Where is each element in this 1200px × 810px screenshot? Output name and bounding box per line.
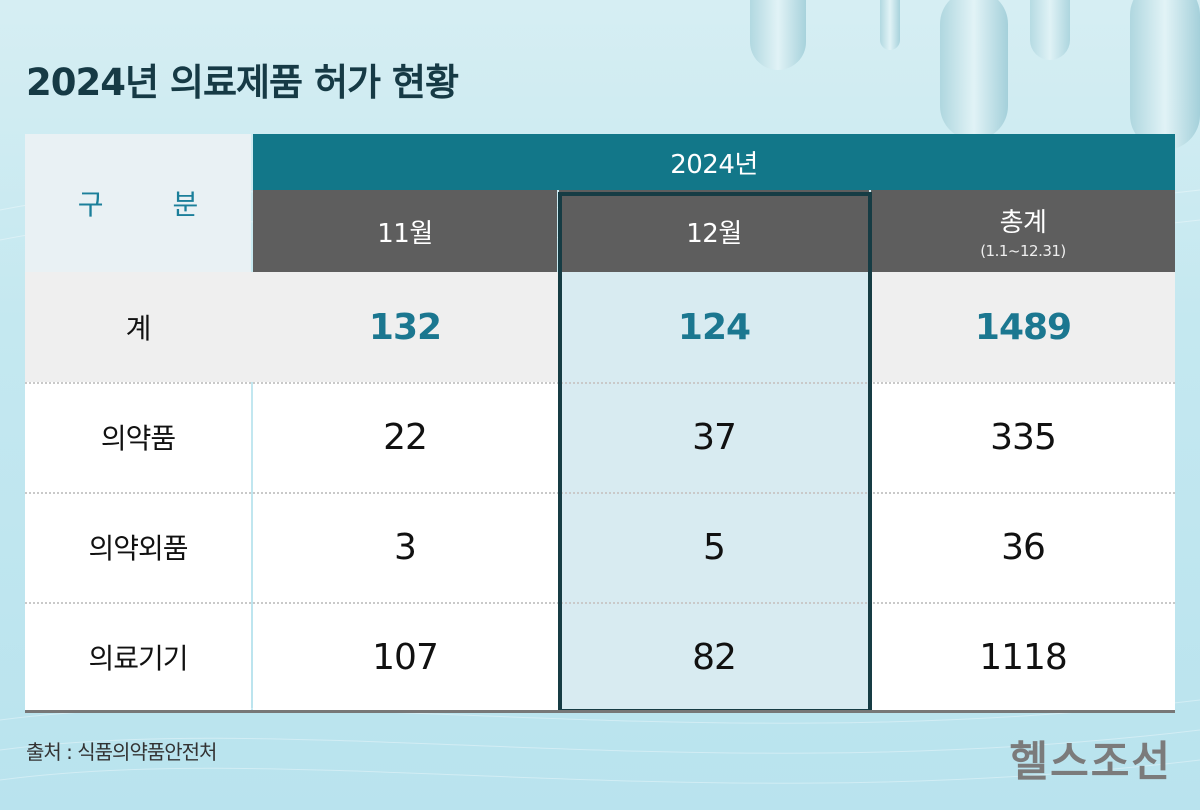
permit-table: 구 분 2024년 11월 12월 총계 (1.1~12.31) 계 132 1… <box>25 134 1175 713</box>
cell-total-sum: 1489 <box>974 306 1072 348</box>
cell-devices-sum: 1118 <box>979 636 1068 678</box>
column-header-dec: 12월 <box>559 190 869 272</box>
category-header: 구 분 <box>25 134 251 272</box>
cell-devices-dec: 82 <box>692 636 737 678</box>
row-label-quasi-drugs: 의약외품 <box>88 532 188 565</box>
cell-devices-nov: 107 <box>372 636 439 678</box>
cell-quasi-nov: 3 <box>394 526 417 568</box>
cell-drugs-nov: 22 <box>383 416 428 458</box>
column-header-total: 총계 (1.1~12.31) <box>871 190 1175 272</box>
year-header: 2024년 <box>253 134 1175 190</box>
table-bottom-rule <box>25 710 1175 713</box>
label-col-bg <box>25 382 251 712</box>
column-header-label: 12월 <box>686 218 742 249</box>
column-header-period: (1.1~12.31) <box>980 242 1066 260</box>
column-header-label: 총계 <box>999 208 1047 238</box>
brand-logo: 헬스조선 <box>1009 737 1172 786</box>
row-divider <box>25 602 1175 604</box>
source-note: 출처 : 식품의약품안전처 <box>26 740 217 764</box>
cell-quasi-dec: 5 <box>703 526 726 568</box>
cell-drugs-sum: 335 <box>990 416 1057 458</box>
cell-drugs-dec: 37 <box>692 416 737 458</box>
row-label-devices: 의료기기 <box>88 642 188 675</box>
cell-total-dec: 124 <box>677 306 751 348</box>
column-header-nov: 11월 <box>253 190 557 272</box>
page-title: 2024년 의료제품 허가 현황 <box>26 61 459 104</box>
column-header-label: 11월 <box>377 218 433 249</box>
row-label-drugs: 의약품 <box>100 422 176 455</box>
row-label-total: 계 <box>125 312 152 345</box>
cell-quasi-sum: 36 <box>1001 526 1046 568</box>
row-divider <box>25 492 1175 494</box>
cell-total-nov: 132 <box>368 306 442 348</box>
row-divider <box>25 382 1175 384</box>
